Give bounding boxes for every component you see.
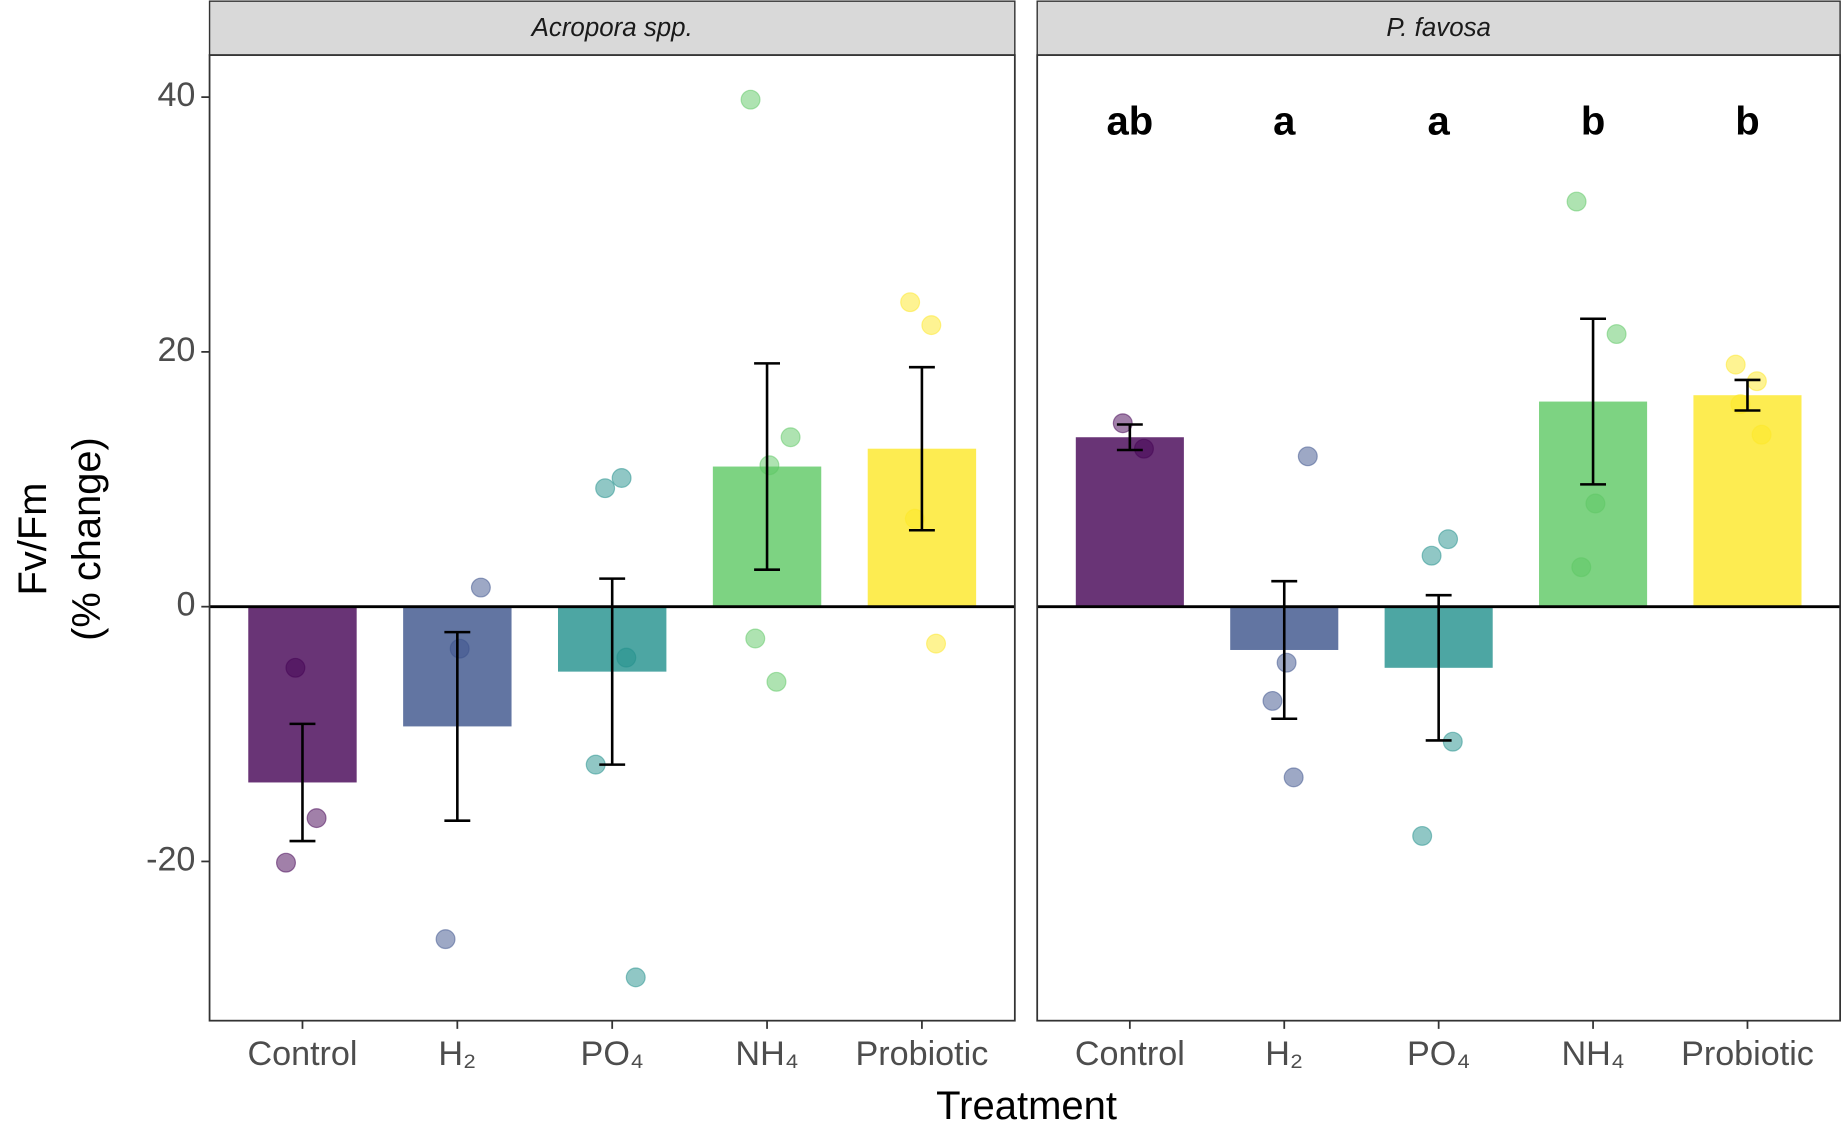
x-tick-label: NH₄ [1561, 1035, 1624, 1073]
data-point [1438, 529, 1459, 550]
y-axis-subtitle: (% change) [65, 437, 109, 641]
panel-title: Acropora spp. [530, 14, 693, 42]
x-tick-label: Control [247, 1035, 357, 1073]
data-point [1283, 767, 1304, 788]
significance-letter: b [1735, 100, 1759, 144]
bar [1693, 395, 1802, 607]
y-axis-title: Fv/Fm [11, 483, 55, 596]
error-bar [289, 722, 316, 843]
data-point [759, 455, 780, 476]
x-tick-label: PO₄ [1407, 1035, 1470, 1073]
x-tick-label: H₂ [438, 1035, 476, 1073]
significance-letter: a [1273, 100, 1296, 144]
data-point [625, 967, 646, 988]
data-point [1566, 191, 1587, 212]
y-tick-label: 20 [157, 331, 195, 369]
significance-letter: b [1581, 100, 1605, 144]
data-point [780, 427, 801, 448]
error-bar [1425, 593, 1452, 742]
data-point [285, 657, 306, 678]
data-point [1297, 446, 1318, 467]
error-bar [444, 630, 471, 822]
data-point [1276, 652, 1297, 673]
data-point [435, 929, 456, 950]
data-point [1725, 354, 1746, 375]
data-point [926, 633, 947, 654]
data-point [470, 577, 491, 598]
data-point [1751, 424, 1772, 445]
y-tick-label: -20 [146, 840, 195, 878]
error-bar [1580, 317, 1607, 486]
x-tick-label: Probiotic [856, 1035, 989, 1073]
data-point [616, 647, 637, 668]
error-bar [908, 365, 935, 532]
x-tick-label: Control [1075, 1035, 1185, 1073]
data-point [740, 89, 761, 110]
data-point [1262, 690, 1283, 711]
panel-border [1036, 54, 1841, 1022]
x-tick-label: Probiotic [1681, 1035, 1814, 1073]
data-point [1606, 324, 1627, 345]
data-point [921, 315, 942, 336]
error-bar [1734, 378, 1761, 412]
data-point [1730, 394, 1751, 415]
error-bar [754, 362, 781, 572]
data-point [1585, 493, 1606, 514]
significance-letter: ab [1106, 100, 1153, 144]
panel-title: P. favosa [1386, 14, 1491, 42]
data-point [766, 671, 787, 692]
significance-letter: a [1428, 100, 1451, 144]
y-tick-label: 40 [157, 76, 195, 114]
panel-border [208, 54, 1016, 1022]
error-bar [599, 577, 626, 766]
data-point [595, 478, 616, 499]
data-point [745, 628, 766, 649]
y-tick-label: 0 [176, 586, 195, 624]
x-axis-title: Treatment [936, 1084, 1117, 1128]
data-point [904, 508, 925, 529]
bar [1075, 437, 1184, 607]
data-point [1421, 545, 1442, 566]
data-point [900, 292, 921, 313]
x-tick-label: NH₄ [735, 1035, 798, 1073]
data-point [449, 638, 470, 659]
x-tick-label: H₂ [1265, 1035, 1303, 1073]
strip-background [1036, 0, 1841, 56]
data-point [1571, 557, 1592, 578]
error-bar [1271, 579, 1298, 721]
x-tick-label: PO₄ [581, 1035, 644, 1073]
data-point [1412, 826, 1433, 846]
strip-background [208, 0, 1016, 56]
data-point [275, 852, 296, 873]
data-point [611, 468, 632, 488]
data-point [306, 808, 327, 829]
error-bar [1116, 423, 1143, 452]
